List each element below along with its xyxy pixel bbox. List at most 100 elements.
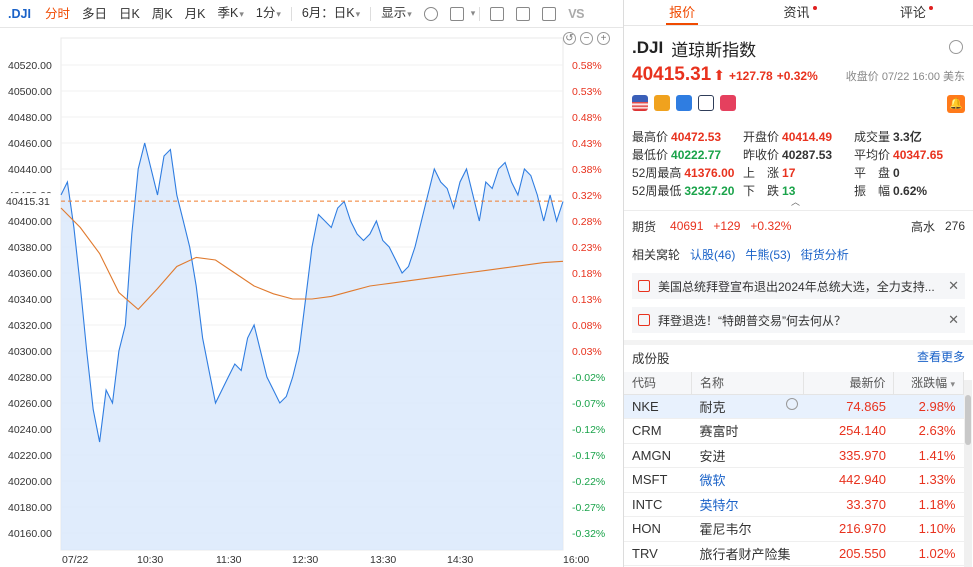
view-more-link[interactable]: 查看更多 — [916, 350, 965, 364]
intraday-chart[interactable]: 40520.00 40500.00 40480.00 40460.00 40440.00… — [0, 28, 623, 567]
stat-value: 41376.00 — [684, 165, 735, 180]
table-row[interactable]: HON 霍尼韦尔 216.970 1.10% — [624, 516, 964, 542]
futures-row[interactable]: 期货 40691 +129 +0.32% 高水 276 — [632, 217, 965, 235]
y-pct-label: 0.38% — [572, 164, 602, 176]
y-pct-label: 0.32% — [572, 190, 602, 202]
document-icon[interactable] — [698, 95, 714, 111]
tag-icon[interactable] — [676, 95, 692, 111]
tab-daily-k[interactable]: 日K — [118, 6, 140, 21]
col-name[interactable]: 名称 — [691, 372, 805, 395]
gear-icon[interactable] — [949, 40, 963, 54]
stat-cell: 开盘价 40414.49 — [743, 128, 854, 145]
camera-icon[interactable] — [490, 6, 505, 21]
toolbar-divider — [290, 6, 292, 21]
stat-cell: 最低价 40222.77 — [632, 146, 743, 163]
tab-weekly-k[interactable]: 周K — [151, 6, 173, 21]
zoom-out-icon[interactable]: − — [580, 32, 593, 45]
tab-timeshare[interactable]: 分时 — [44, 6, 70, 21]
stat-cell: 成交量 3.3亿 — [854, 128, 965, 145]
related-label: 相关窝轮 — [632, 248, 681, 262]
futures-pct: +0.32% — [750, 219, 792, 233]
stats-row: 最低价 40222.77 昨收价 40287.53 平均价 40347.65 — [632, 145, 965, 163]
tab-comments[interactable]: 评论 — [857, 0, 973, 25]
toolbar-symbol[interactable]: .DJI — [8, 6, 31, 21]
stat-label: 下 跌 — [743, 183, 780, 198]
table-row[interactable]: CRM 赛富时 254.140 2.63% — [624, 418, 964, 444]
stat-label: 平 盘 — [854, 165, 891, 180]
y-tick-label: 40480.00 — [8, 112, 52, 124]
close-note: 收盘价 07/22 16:00 美东 — [845, 71, 965, 83]
stat-cell: 上 涨 17 — [743, 164, 854, 181]
heart-icon[interactable] — [720, 95, 736, 111]
futures-label: 期货 — [632, 219, 657, 234]
chart-lines — [60, 142, 564, 443]
compare-vs-button[interactable]: VS — [568, 6, 584, 21]
y-pct-label: 0.13% — [572, 294, 602, 306]
stock-price: 205.550 — [803, 541, 894, 566]
news-title: 拜登退选！“特朗普交易”何去何从？ — [658, 313, 846, 328]
y-tick-label: 40260.00 — [8, 398, 52, 410]
table-row[interactable]: NKE 耐克 74.865 2.98% — [624, 394, 964, 419]
reset-icon[interactable]: ↺ — [563, 32, 576, 45]
x-tick-label: 16:00 — [563, 554, 589, 566]
chart-panel: .DJI 分时 多日 日K 周K 月K 季K▾ 1分▾ 6月：日K▾ 显示▾ ▾… — [0, 6, 623, 567]
tab-quote[interactable]: 报价 — [624, 0, 740, 25]
col-change-pct[interactable]: 涨跌幅 ▾ — [893, 372, 964, 395]
us-flag-icon — [632, 95, 648, 111]
panel-divider — [623, 0, 624, 567]
settings-icon[interactable] — [423, 6, 438, 21]
col-code[interactable]: 代码 — [624, 372, 692, 395]
stat-value: 40222.77 — [671, 147, 722, 162]
chevron-down-icon[interactable]: ︿ — [791, 197, 801, 207]
stat-cell: 下 跌 13 — [743, 182, 854, 199]
checkbox-icon[interactable] — [449, 6, 464, 21]
table-row[interactable]: TRV 旅行者财产险集 205.550 1.02% — [624, 541, 964, 566]
futures-price: 40691 — [670, 219, 704, 233]
stock-code: INTC — [624, 492, 692, 517]
x-tick-label: 10:30 — [137, 554, 163, 566]
stat-cell: 52周最低 32327.20 — [632, 182, 743, 199]
draw-icon[interactable] — [516, 6, 531, 21]
y-pct-label: -0.02% — [572, 372, 605, 384]
y-tick-label: 40160.00 — [8, 528, 52, 540]
tab-1min[interactable]: 1分▾ — [255, 6, 281, 20]
news-item[interactable]: 美国总统拜登宣布退出2024年总统大选，全力支持... ✕ — [632, 273, 965, 299]
link-call-warrants[interactable]: 认股(46) — [690, 248, 736, 262]
lightning-icon[interactable] — [654, 95, 670, 111]
stock-price: 442.940 — [803, 467, 894, 493]
sort-icon: ▾ — [950, 379, 955, 390]
zoom-in-icon[interactable]: + — [597, 32, 610, 45]
table-row[interactable]: INTC 英特尔 33.370 1.18% — [624, 492, 964, 517]
tab-multiday[interactable]: 多日 — [81, 6, 107, 21]
stock-name: 安进 — [691, 443, 804, 468]
stat-value: 40414.49 — [782, 129, 833, 144]
y-tick-label: 40200.00 — [8, 476, 52, 488]
stat-value: 3.3亿 — [893, 129, 922, 144]
link-street-analysis[interactable]: 街货分析 — [800, 248, 849, 262]
tab-monthly-k[interactable]: 月K — [184, 6, 206, 21]
eye-icon[interactable] — [785, 397, 798, 410]
expand-icon[interactable] — [542, 6, 557, 21]
close-icon[interactable]: ✕ — [948, 312, 959, 327]
badge-row — [632, 95, 736, 111]
news-item[interactable]: 拜登退选！“特朗普交易”何去何从？ ✕ — [632, 307, 965, 333]
stat-label: 52周最高 — [632, 165, 682, 180]
stock-price: 254.140 — [803, 418, 894, 444]
tab-quarterly-k[interactable]: 季K▾ — [217, 6, 244, 20]
col-price[interactable]: 最新价 — [803, 372, 895, 395]
stock-code: TRV — [624, 541, 692, 566]
stat-value: 0.62% — [893, 183, 928, 198]
display-menu[interactable]: 显示▾ — [381, 6, 412, 20]
scrollbar-thumb[interactable] — [965, 395, 971, 445]
close-icon[interactable]: ✕ — [948, 278, 959, 293]
table-row[interactable]: AMGN 安进 335.970 1.41% — [624, 443, 964, 468]
tab-news[interactable]: 资讯 — [740, 0, 856, 25]
table-row[interactable]: MSFT 微软 442.940 1.33% — [624, 467, 964, 493]
link-bull-bear[interactable]: 牛熊(53) — [745, 248, 791, 262]
y-tick-label: 40520.00 — [8, 60, 52, 72]
bell-icon[interactable]: 🔔 — [947, 95, 965, 113]
scrollbar[interactable] — [964, 380, 972, 567]
stock-price: 33.370 — [803, 492, 894, 517]
tab-6m-daily[interactable]: 6月：日K▾ — [301, 6, 361, 20]
